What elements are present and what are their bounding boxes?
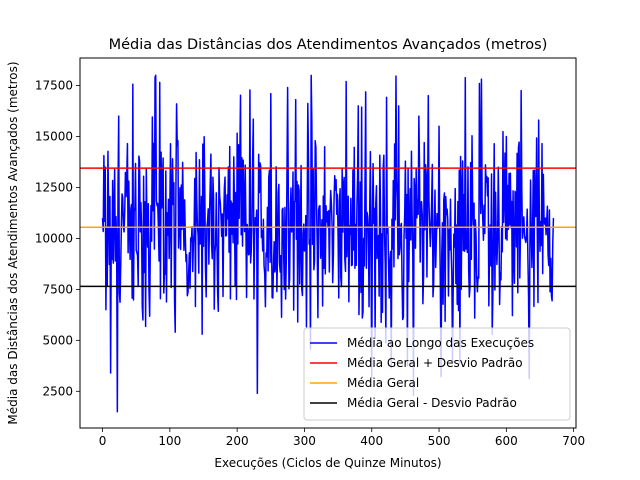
legend-box <box>303 327 571 421</box>
y-tick-label: 12500 <box>35 180 73 194</box>
x-tick-label: 500 <box>428 434 451 448</box>
y-tick-label: 2500 <box>42 384 73 398</box>
x-tick-label: 200 <box>226 434 249 448</box>
x-tick-label: 0 <box>99 434 107 448</box>
y-tick-label: 5000 <box>42 333 73 347</box>
plot-area: 0 100 200 300 400 500 600 700 2500 5000 7500 10000… <box>35 57 585 448</box>
y-tick-label: 15000 <box>35 129 73 143</box>
y-axis-title: Média das Distâncias dos Atendimentos Av… <box>6 61 20 424</box>
x-tick-label: 300 <box>293 434 316 448</box>
y-tick-label: 7500 <box>42 282 73 296</box>
x-tick-label: 700 <box>562 434 585 448</box>
series-group <box>80 74 576 413</box>
y-tick-label: 10000 <box>35 231 73 245</box>
legend-items: Média ao Longo das Execuções Média Geral … <box>310 336 534 410</box>
x-axis-title: Execuções (Ciclos de Quinze Minutos) <box>214 456 441 470</box>
x-tick-label: 600 <box>495 434 518 448</box>
plot-frame <box>79 57 577 429</box>
chart-title: Média das Distâncias dos Atendimentos Av… <box>109 37 548 53</box>
y-axis-ticks: 2500 5000 7500 10000 12500 15000 17500 <box>35 79 80 398</box>
y-tick-label: 17500 <box>35 79 73 93</box>
legend-label: Média Geral + Desvio Padrão <box>347 356 523 370</box>
x-axis-ticks: 0 100 200 300 400 500 600 700 <box>99 428 585 448</box>
x-tick-label: 400 <box>360 434 383 448</box>
legend-label: Média Geral <box>347 376 419 390</box>
legend-label: Média Geral - Desvio Padrão <box>347 396 517 410</box>
legend-label: Média ao Longo das Execuções <box>347 336 534 350</box>
legend: Média ao Longo das Execuções Média Geral … <box>303 327 571 421</box>
x-tick-label: 100 <box>158 434 181 448</box>
